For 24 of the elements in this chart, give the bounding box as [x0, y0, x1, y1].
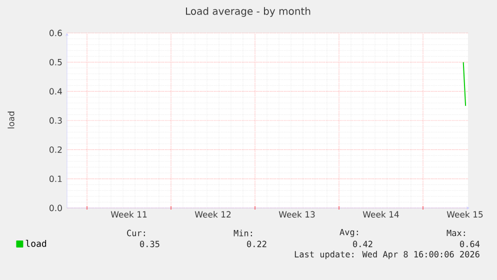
- y-tick-label: 0.2: [50, 146, 62, 153]
- text: 0.64: [460, 240, 480, 248]
- text: 0.42: [353, 240, 372, 248]
- x-tick-label: Week 15: [446, 211, 483, 218]
- text: Last update: Wed Apr 8 16:00:06 2026: [294, 250, 480, 260]
- y-tick-label: 0.3: [50, 117, 62, 124]
- x-tick-label: Week 14: [362, 211, 399, 218]
- y-tick-label: 0.4: [50, 88, 62, 95]
- y-tick-label: 0.0: [50, 204, 62, 212]
- text: 0.35: [140, 240, 160, 248]
- x-tick-label: Week 12: [194, 211, 231, 218]
- chart-title: Load average - by month: [186, 7, 310, 17]
- y-axis-title: load: [8, 112, 14, 128]
- x-tick-label: Week 13: [278, 211, 315, 218]
- y-tick-label: 0.1: [50, 176, 62, 182]
- legend-label: load: [26, 240, 46, 247]
- text: Min:: [234, 230, 252, 236]
- text: Cur:: [127, 230, 145, 236]
- text: Max:: [446, 230, 465, 236]
- x-tick-label: Week 11: [110, 211, 147, 218]
- text: Avg:: [340, 228, 358, 237]
- text: 0.22: [247, 240, 266, 248]
- y-tick-label: 0.5: [50, 58, 62, 66]
- y-tick-label: 0.6: [50, 30, 62, 36]
